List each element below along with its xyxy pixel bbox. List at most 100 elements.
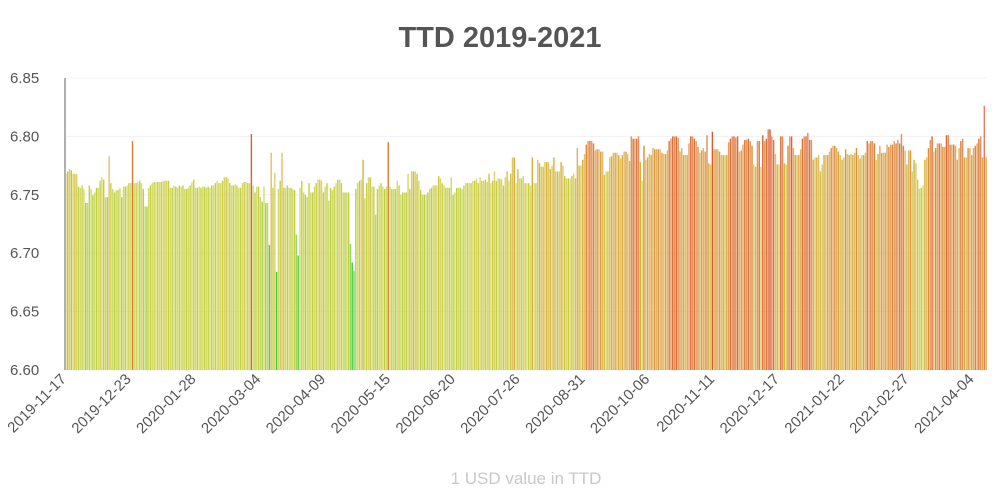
bar (700, 150, 703, 370)
bar (569, 178, 571, 370)
bar (688, 143, 690, 370)
bar (724, 155, 726, 370)
bar (356, 183, 359, 370)
bar (466, 183, 469, 370)
bar (547, 162, 550, 370)
bar (641, 180, 643, 370)
bar (90, 188, 92, 370)
bar (131, 141, 134, 370)
bar (524, 183, 526, 370)
bar (139, 180, 141, 370)
bar (542, 166, 544, 370)
bar (241, 183, 244, 370)
bar (848, 155, 850, 370)
bar (823, 155, 825, 370)
bar (364, 198, 366, 370)
bar (844, 149, 847, 370)
bar (353, 270, 355, 370)
bar (954, 145, 957, 370)
bar (952, 144, 955, 370)
bar (637, 136, 640, 370)
bar (931, 136, 933, 370)
bar (513, 157, 515, 370)
bar (200, 187, 202, 370)
bar (403, 192, 406, 370)
bar (943, 146, 946, 370)
bar (410, 171, 413, 370)
bar (783, 163, 786, 370)
bar (825, 155, 827, 370)
bar (508, 180, 510, 370)
bar (302, 192, 305, 370)
bar (704, 151, 706, 370)
bar (144, 206, 146, 370)
bar (454, 192, 456, 370)
bar (832, 145, 834, 370)
bar (538, 163, 541, 370)
bar (216, 180, 218, 370)
bar (297, 255, 299, 370)
y-tick-label: 6.65 (10, 304, 39, 321)
bar (756, 141, 759, 370)
bar (720, 155, 723, 370)
bar (414, 171, 416, 370)
bar (493, 171, 496, 370)
bar (699, 152, 701, 370)
bar (380, 183, 382, 370)
bar (828, 151, 831, 370)
bar (871, 141, 874, 370)
bar (477, 183, 479, 370)
bar (160, 181, 163, 370)
bar (961, 138, 964, 370)
bar (99, 180, 101, 370)
bar (418, 180, 420, 370)
bar (500, 179, 503, 370)
bar (655, 149, 658, 370)
bar (792, 148, 795, 370)
bar (735, 137, 737, 370)
bar (628, 160, 631, 370)
bar (308, 183, 310, 370)
bar (866, 141, 868, 370)
bar (326, 183, 328, 370)
bar (567, 178, 570, 370)
x-tick-label: 2020-04-09 (263, 371, 329, 437)
bar (193, 179, 195, 370)
bar (902, 145, 904, 370)
bar (673, 136, 676, 370)
bar (632, 138, 634, 370)
bar (643, 145, 645, 370)
bar (830, 148, 832, 370)
bar (461, 188, 463, 370)
bar (587, 141, 589, 370)
bar (304, 194, 307, 370)
bar (256, 186, 258, 370)
bar (794, 155, 796, 370)
bar (358, 180, 361, 370)
bar (870, 141, 872, 370)
bar (540, 166, 543, 370)
bar (164, 180, 166, 370)
bar (441, 183, 443, 370)
bar (603, 174, 606, 370)
bar (180, 186, 182, 370)
bar (212, 185, 215, 370)
bar (113, 192, 116, 370)
bar (654, 149, 656, 370)
bar (859, 158, 861, 370)
bar (515, 183, 517, 370)
bar (153, 181, 155, 370)
bar (443, 185, 445, 370)
bar (175, 186, 177, 370)
bar (855, 148, 858, 370)
bar (661, 152, 663, 370)
bar (616, 152, 618, 370)
bar (385, 186, 388, 370)
x-tick-label: 2020-08-31 (522, 371, 588, 437)
bar (621, 155, 624, 370)
bar (884, 152, 886, 370)
bar (329, 187, 332, 370)
bar (419, 190, 422, 370)
bar (108, 156, 110, 370)
bar (713, 149, 715, 370)
